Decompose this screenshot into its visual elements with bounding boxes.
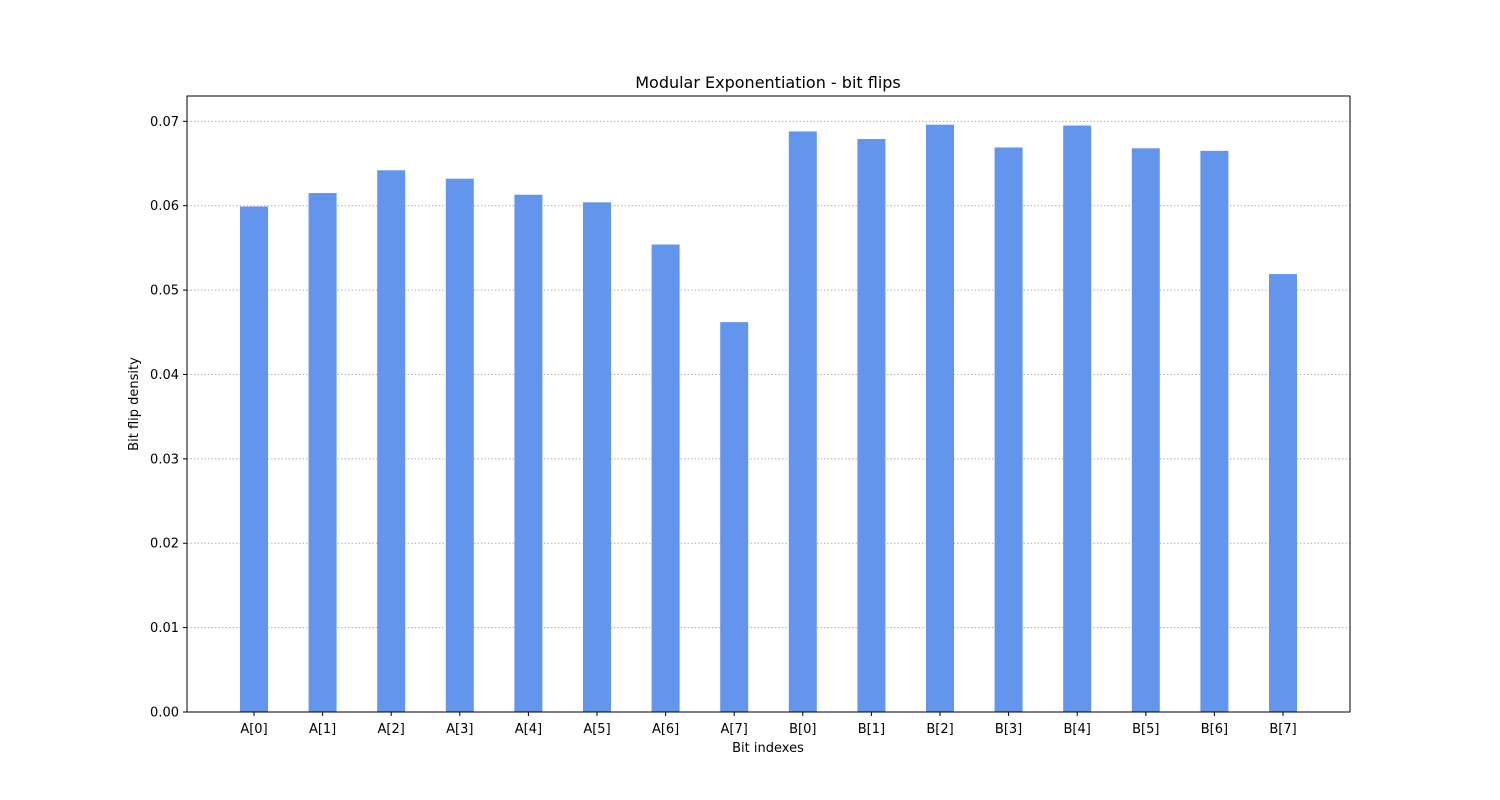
bar xyxy=(926,124,954,712)
x-tick-label: B[6] xyxy=(1201,722,1228,737)
bar xyxy=(583,202,611,712)
y-axis-title: Bit flip density xyxy=(127,357,142,451)
bar xyxy=(240,206,268,712)
x-axis-title: Bit indexes xyxy=(732,741,804,756)
y-tick-label: 0.00 xyxy=(150,706,179,721)
x-tick-label: A[2] xyxy=(378,722,405,737)
x-tick-label: B[4] xyxy=(1064,722,1091,737)
x-tick-label: A[6] xyxy=(652,722,679,737)
bar xyxy=(651,244,680,712)
y-tick-label: 0.07 xyxy=(150,115,179,130)
x-tick-label: B[3] xyxy=(995,722,1022,737)
x-tick-label: A[3] xyxy=(446,722,473,737)
bar xyxy=(788,131,817,712)
bar xyxy=(514,194,543,712)
x-tick-label: A[4] xyxy=(515,722,542,737)
bar xyxy=(308,193,337,713)
x-axis-ticks: A[0] A[1] A[2] A[3] A[4] A[5] A[6] A[7] B[0] B[1]… xyxy=(240,712,1297,737)
bar xyxy=(1063,125,1092,713)
plot-frame xyxy=(186,95,1351,713)
x-tick-label: B[7] xyxy=(1269,722,1296,737)
y-tick-label: 0.05 xyxy=(150,284,179,299)
bar xyxy=(720,322,749,712)
x-tick-label: A[1] xyxy=(309,722,336,737)
bar xyxy=(445,178,474,712)
bar xyxy=(377,170,406,712)
y-tick-label: 0.02 xyxy=(150,537,179,552)
chart-title: Modular Exponentiation - bit flips xyxy=(635,73,901,92)
y-tick-label: 0.01 xyxy=(150,621,179,636)
x-tick-label: B[1] xyxy=(858,722,885,737)
bar xyxy=(1269,274,1297,712)
bar xyxy=(1200,150,1229,713)
bar xyxy=(857,139,886,712)
x-tick-label: A[0] xyxy=(240,722,267,737)
bars xyxy=(240,124,1297,713)
x-tick-label: B[5] xyxy=(1132,722,1159,737)
bar xyxy=(994,147,1023,712)
y-tick-label: 0.04 xyxy=(150,368,179,383)
x-tick-label: B[0] xyxy=(789,722,816,737)
x-tick-label: B[2] xyxy=(926,722,953,737)
y-tick-label: 0.06 xyxy=(150,199,179,214)
y-tick-label: 0.03 xyxy=(150,452,179,467)
x-tick-label: A[7] xyxy=(721,722,748,737)
x-tick-label: A[5] xyxy=(583,722,610,737)
y-axis-ticks: 0.00 0.01 0.02 0.03 0.04 0.05 0.06 0.07 xyxy=(150,115,187,721)
bar xyxy=(1131,148,1160,712)
